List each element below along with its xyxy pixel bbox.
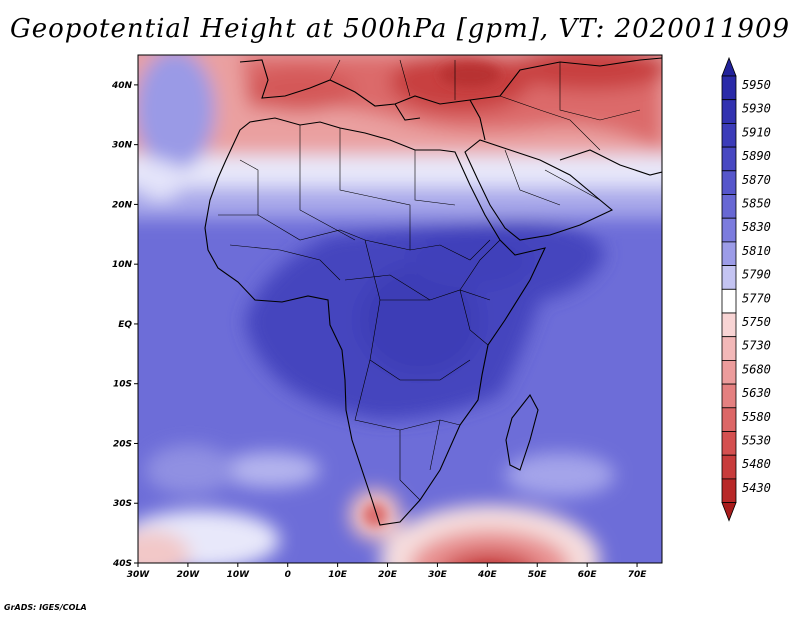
colorbar-swatch — [721, 241, 737, 266]
colorbar-label: 5810 — [742, 244, 771, 258]
colorbar-swatch — [721, 194, 737, 219]
colorbar-swatch — [721, 312, 737, 338]
colorbar-label: 5930 — [742, 102, 771, 116]
lon-tick-label: 10E — [328, 570, 348, 580]
colorbar-label: 5910 — [742, 125, 771, 139]
colorbar-swatch — [721, 407, 737, 432]
colorbar-label: 5850 — [742, 197, 771, 211]
colorbar-swatch — [721, 170, 737, 195]
colorbar-swatch — [721, 123, 737, 148]
colorbar: 5950 5930 5910 5890 5870 5850 5830 5810 5790 5770… — [721, 56, 771, 522]
colorbar-swatch — [721, 454, 737, 480]
colorbar-swatch — [721, 359, 737, 385]
map-frame — [137, 54, 663, 564]
lat-tick-label: 30N — [112, 141, 133, 151]
lon-tick-label: 50E — [528, 570, 548, 580]
lat-tick-label: 20S — [113, 439, 132, 449]
footer-credit: GrADS: IGES/COLA — [4, 603, 87, 612]
country-borders — [218, 59, 641, 501]
lat-tick-label: 10S — [113, 380, 132, 390]
lon-tick-label: 0 — [285, 570, 291, 580]
lon-tick-label: 10W — [227, 570, 251, 580]
colorbar-label: 5580 — [742, 410, 771, 424]
lon-tick-label: 20W — [177, 570, 201, 580]
africa-coastline — [204, 117, 546, 526]
height-field — [138, 55, 662, 563]
arabia-coastline — [464, 139, 614, 241]
lon-tick-label: 40E — [477, 570, 498, 580]
colorbar-label: 5770 — [742, 291, 771, 305]
lon-tick-label: 60E — [578, 570, 598, 580]
colorbar-label: 5530 — [742, 434, 771, 448]
lon-tick-label: 30W — [127, 570, 151, 580]
colorbar-swatch — [721, 336, 737, 361]
colorbar-label: 5830 — [742, 220, 771, 234]
colorbar-swatch — [721, 99, 737, 124]
lat-tick-label: 20N — [112, 200, 133, 210]
chart-title: Geopotential Height at 500hPa [gpm], VT:… — [9, 14, 791, 44]
colorbar-label: 5430 — [742, 481, 771, 495]
colorbar-label: 5890 — [742, 149, 771, 163]
lat-tick-label: 30S — [113, 499, 132, 509]
colorbar-label: 5790 — [742, 268, 771, 282]
colorbar-top-arrow — [721, 56, 737, 77]
colorbar-swatch — [721, 217, 737, 243]
colorbar-swatch — [721, 288, 737, 314]
colorbar-swatch — [721, 431, 737, 456]
madagascar-coastline — [505, 393, 539, 471]
lat-tick-label: 10N — [112, 260, 133, 270]
colorbar-swatch — [721, 265, 737, 290]
colorbar-swatch — [721, 146, 737, 172]
lon-tick-label: 70E — [628, 570, 648, 580]
lon-axis: 30W 20W 10W 0 10E 20E 30E 40E 50E 60E 70E — [127, 563, 647, 580]
lat-tick-label: EQ — [118, 320, 132, 330]
lon-tick-label: 20E — [378, 570, 398, 580]
colorbar-label: 5950 — [742, 78, 771, 92]
lat-tick-label: 40S — [112, 559, 132, 569]
colorbar-label: 5750 — [742, 315, 771, 329]
colorbar-swatch — [721, 383, 737, 409]
lat-tick-label: 40N — [111, 81, 133, 91]
colorbar-label: 5630 — [742, 386, 771, 400]
colorbar-bottom-arrow — [721, 502, 737, 522]
colorbar-swatch — [721, 75, 737, 101]
colorbar-label: 5730 — [742, 339, 771, 353]
colorbar-label: 5480 — [742, 457, 771, 471]
colorbar-label: 5680 — [742, 362, 771, 376]
colorbar-swatch — [721, 478, 737, 503]
lon-tick-label: 30E — [428, 570, 448, 580]
lat-axis: 40N 30N 20N 10N EQ 10S 20S 30S 40S — [111, 81, 138, 569]
colorbar-label: 5870 — [742, 173, 771, 187]
